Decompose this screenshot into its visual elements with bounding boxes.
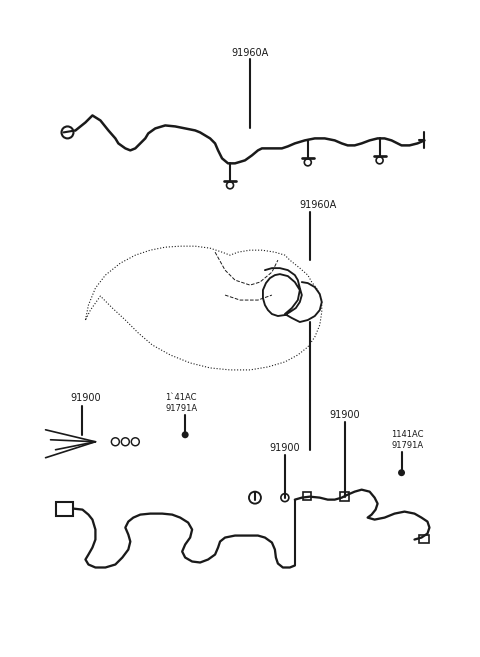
Text: 91900: 91900 <box>329 410 360 420</box>
Circle shape <box>398 469 405 476</box>
Text: 91791A: 91791A <box>392 442 424 450</box>
Bar <box>56 502 73 516</box>
Text: 91960A: 91960A <box>231 47 269 58</box>
Bar <box>340 491 348 501</box>
Bar <box>420 535 430 543</box>
Bar <box>303 491 311 499</box>
Text: 1`41AC: 1`41AC <box>165 394 197 402</box>
Text: 1141AC: 1141AC <box>392 430 424 440</box>
Text: 91900: 91900 <box>71 393 101 403</box>
Text: 91791A: 91791A <box>165 404 197 413</box>
Circle shape <box>181 431 189 438</box>
Text: 91900: 91900 <box>270 443 300 453</box>
Text: 91960A: 91960A <box>299 200 336 210</box>
